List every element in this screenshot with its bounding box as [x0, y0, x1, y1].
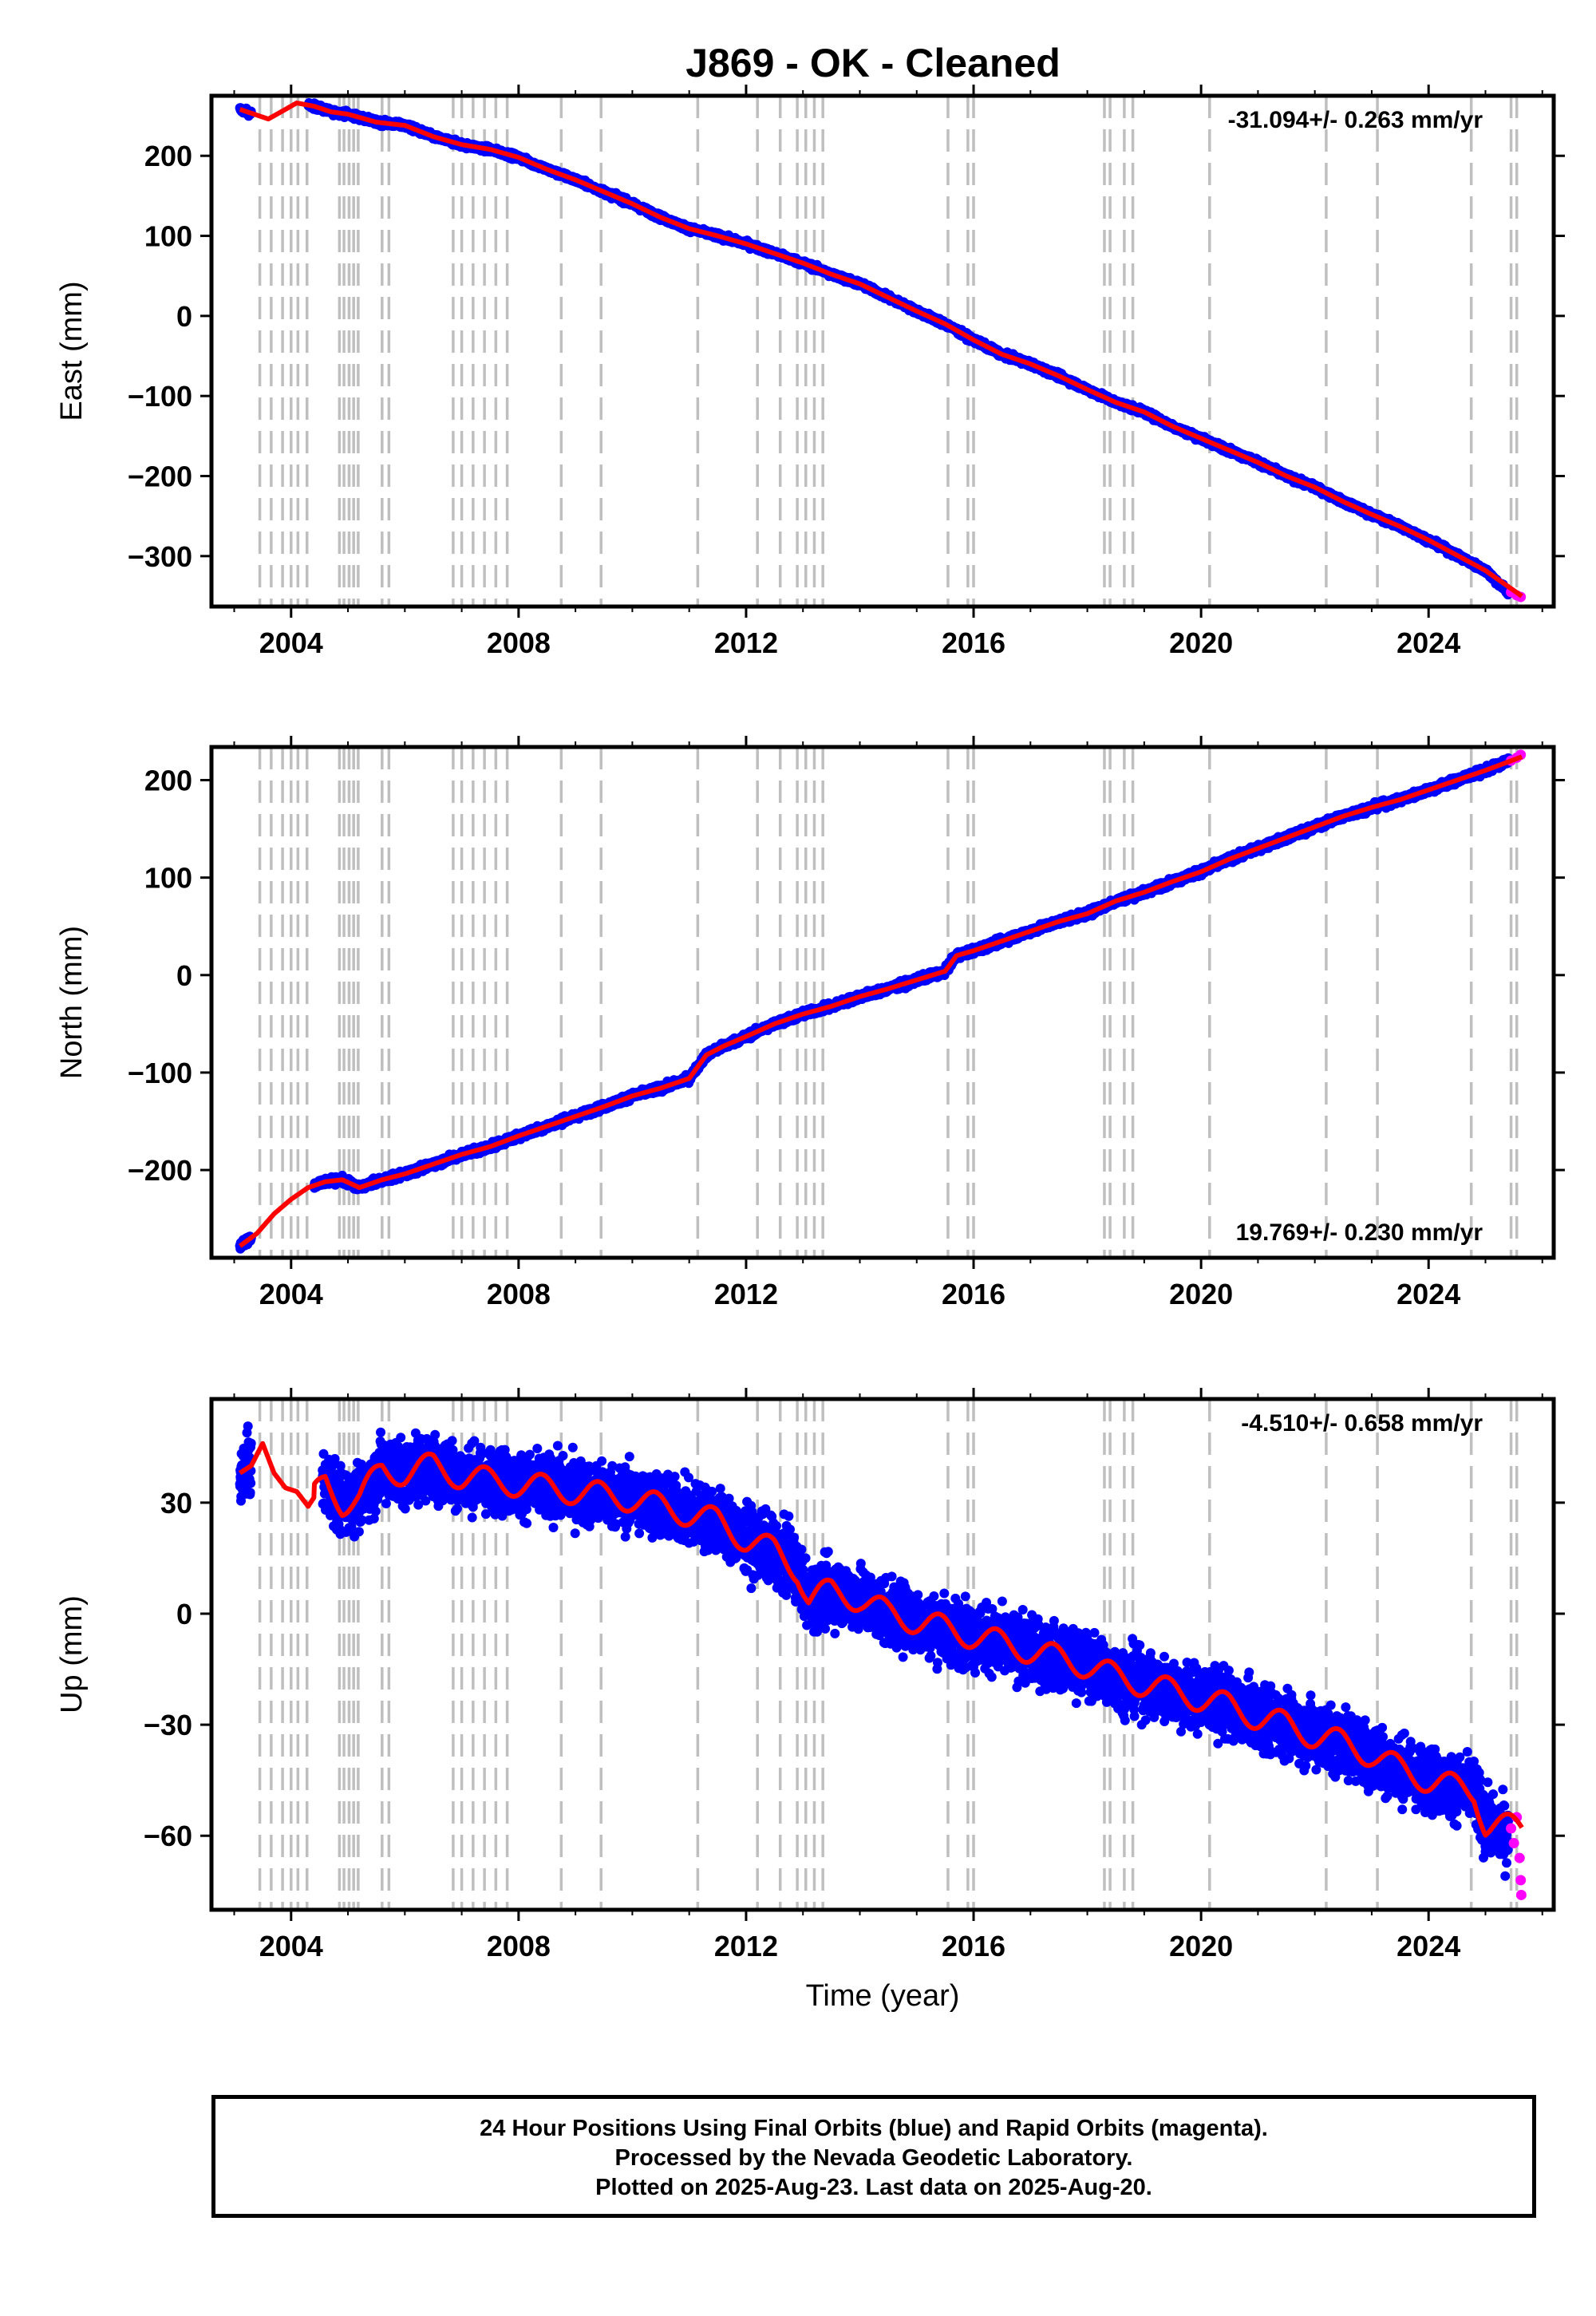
chart-title: J869 - OK - Cleaned — [685, 41, 1061, 85]
final-orbit-points — [235, 98, 1513, 600]
panel-1: 2004 2008 2012 2016 2020 20242001000−100−200−… — [55, 85, 1565, 659]
plot-area — [235, 96, 1527, 607]
chart-panels: 2004 2008 2012 2016 2020 20242001000−100−200−… — [55, 85, 1565, 2013]
